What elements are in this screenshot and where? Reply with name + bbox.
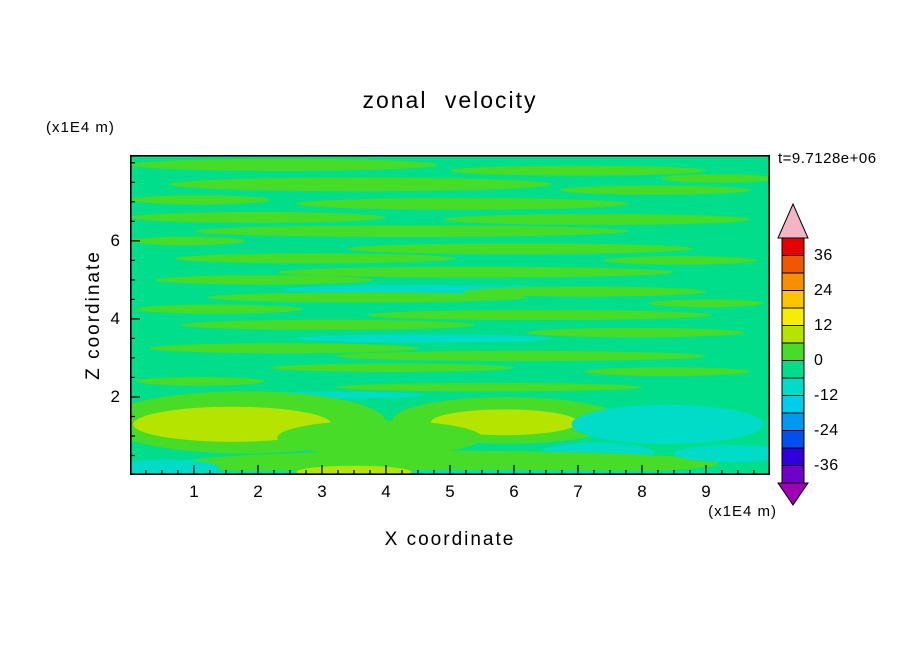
time-annotation: t=9.7128e+06	[778, 150, 877, 167]
z-tick-label: 2	[110, 386, 120, 406]
plot-frame	[130, 155, 770, 475]
plot-title: zonal velocity	[362, 87, 538, 113]
z-tick-label: 4	[110, 308, 120, 328]
colorbar-tick-label: -12	[814, 386, 839, 404]
contour-plot-area	[130, 155, 770, 475]
x-tick-label: 1	[189, 482, 199, 501]
contour-field	[130, 155, 770, 475]
x-tick-label: 8	[637, 482, 647, 501]
colorbar-tick-label: -24	[814, 421, 839, 439]
x-tick-label: 5	[445, 482, 455, 501]
x-tick-label: 4	[381, 482, 391, 501]
x-axis-unit-label: (x1E4 m)	[708, 503, 777, 520]
colorbar-over-arrow	[777, 202, 809, 239]
colorbar-tick-label: 24	[814, 281, 833, 299]
x-tick-label: 2	[253, 482, 263, 501]
z-tick-label: 6	[110, 230, 120, 250]
colorbar	[777, 202, 809, 506]
x-axis-title: X coordinate	[384, 529, 516, 550]
colorbar-tick-label: 36	[814, 246, 833, 264]
x-tick-label: 7	[573, 482, 583, 501]
x-tick-label: 3	[317, 482, 327, 501]
colorbar-tick-label: 0	[814, 351, 824, 369]
x-tick-label: 9	[701, 482, 711, 501]
colorbar-tick-label: -36	[814, 456, 839, 474]
x-tick-label: 6	[509, 482, 519, 501]
colorbar-tick-label: 12	[814, 316, 833, 334]
colorbar-under-arrow	[777, 482, 809, 506]
colorbar-blocks	[777, 202, 809, 506]
z-axis-unit-label: (x1E4 m)	[46, 119, 115, 136]
